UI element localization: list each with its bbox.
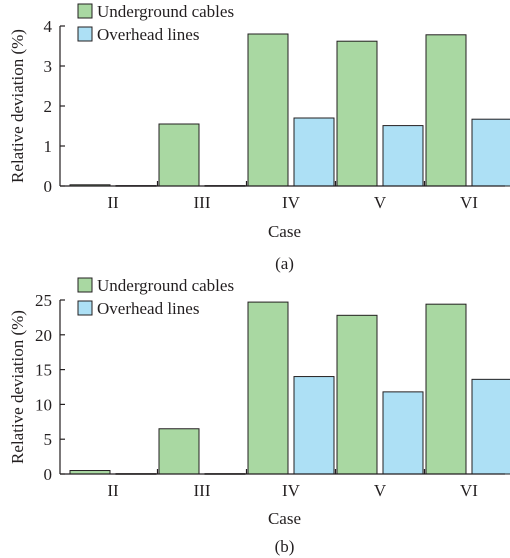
bar-overhead-VI	[471, 118, 510, 187]
y-tick-label: 4	[44, 17, 53, 36]
y-tick-label: 25	[35, 291, 52, 310]
bar-overhead-V	[382, 391, 424, 475]
legend-swatch-overhead	[77, 26, 93, 42]
x-tick-label-III: III	[194, 193, 211, 212]
legend-label-underground: Underground cables	[97, 276, 234, 295]
y-tick-label: 15	[35, 361, 52, 380]
y-tick-label: 20	[35, 326, 52, 345]
panel-label: (b)	[275, 537, 295, 556]
y-tick-label: 2	[44, 97, 53, 116]
bar-underground-IV	[247, 33, 289, 187]
x-tick-label-IV: IV	[282, 481, 301, 500]
x-tick-label-II: II	[107, 193, 119, 212]
x-tick-label-VI: VI	[460, 481, 478, 500]
bar-underground-III	[158, 123, 200, 187]
bar-underground-VI	[425, 303, 467, 475]
y-tick-label: 5	[44, 430, 53, 449]
legend-label-underground: Underground cables	[97, 2, 234, 21]
y-tick-label: 10	[35, 395, 52, 414]
bar-underground-VI	[425, 34, 467, 187]
x-tick-label-VI: VI	[460, 193, 478, 212]
panel-label: (a)	[275, 254, 294, 273]
x-axis-label: Case	[268, 509, 301, 528]
x-tick-label-II: II	[107, 481, 119, 500]
bar-underground-V	[336, 40, 378, 187]
x-tick-label-V: V	[374, 193, 387, 212]
legend-swatch-overhead	[77, 300, 93, 316]
y-tick-label: 0	[44, 465, 53, 484]
bar-overhead-IV	[293, 376, 335, 475]
bar-overhead-IV	[293, 117, 335, 187]
y-axis-label: Relative deviation (%)	[8, 29, 27, 183]
y-tick-label: 3	[44, 57, 53, 76]
bar-overhead-V	[382, 125, 424, 187]
legend-label-overhead: Overhead lines	[97, 25, 199, 44]
x-tick-label-IV: IV	[282, 193, 301, 212]
legend-swatch-underground	[77, 277, 93, 293]
bar-underground-III	[158, 428, 200, 475]
x-axis-label: Case	[268, 222, 301, 241]
legend-label-overhead: Overhead lines	[97, 299, 199, 318]
bar-overhead-VI	[471, 378, 510, 475]
bar-underground-V	[336, 314, 378, 475]
x-tick-label-III: III	[194, 481, 211, 500]
y-tick-label: 1	[44, 137, 53, 156]
y-tick-label: 0	[44, 177, 53, 196]
y-axis-label: Relative deviation (%)	[8, 310, 27, 464]
x-tick-label-V: V	[374, 481, 387, 500]
bar-underground-IV	[247, 301, 289, 475]
legend-swatch-underground	[77, 3, 93, 19]
